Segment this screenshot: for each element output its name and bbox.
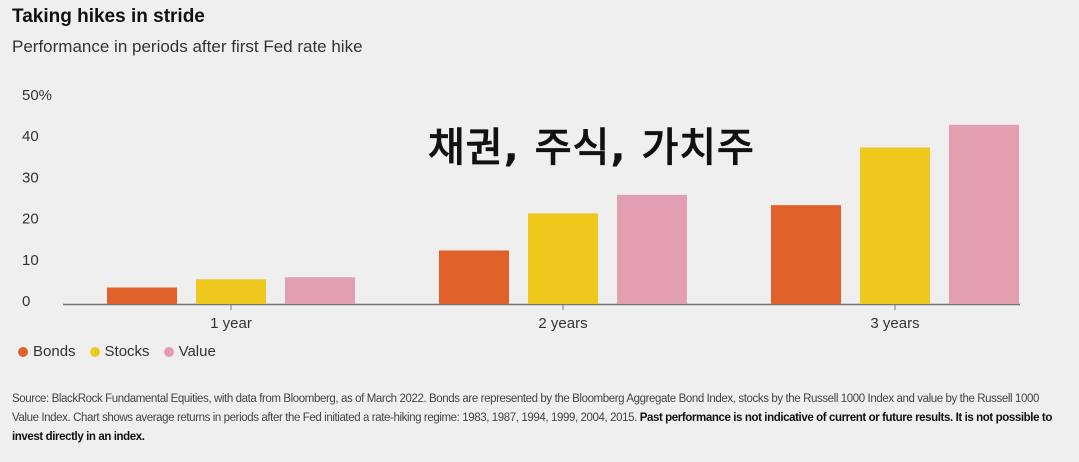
legend-item-bonds: Bonds: [18, 343, 76, 360]
legend-label-value: Value: [178, 343, 216, 360]
source-note: Source: BlackRock Fundamental Equities, …: [12, 390, 1062, 447]
legend-dot-stocks: [89, 346, 100, 357]
legend-dot-bonds: [18, 346, 28, 357]
overlay-caption: 채권, 주식, 가치주: [428, 125, 755, 171]
legend-label-stocks: Stocks: [104, 343, 150, 360]
chart-legend: Bonds Stocks Value: [18, 343, 216, 360]
y-tick-label: 50%: [22, 87, 52, 104]
legend-label-bonds: Bonds: [33, 343, 76, 360]
y-tick-label: 20: [22, 211, 39, 228]
legend-item-value: Value: [163, 343, 216, 360]
bar-stocks-2: [528, 213, 598, 304]
chart-title: Taking hikes in stride: [12, 6, 205, 27]
bar-stocks-1: [196, 279, 266, 304]
chart-subtitle: Performance in periods after first Fed r…: [12, 37, 363, 56]
bar-value-2: [617, 194, 687, 304]
bar-bonds-3: [771, 205, 841, 304]
bar-bonds-1: [107, 287, 177, 304]
source-text: Source: BlackRock Fundamental Equities, …: [12, 393, 1039, 424]
bar-value-1: [285, 277, 355, 304]
x-category-label: 2 years: [538, 315, 587, 332]
legend-item-stocks: Stocks: [89, 343, 150, 360]
y-tick-label: 0: [22, 293, 30, 310]
bar-value-3: [949, 124, 1019, 304]
y-tick-label: 10: [22, 252, 39, 269]
y-tick-label: 30: [22, 169, 39, 186]
x-category-label: 3 years: [870, 315, 919, 332]
y-tick-label: 40: [22, 128, 39, 145]
legend-dot-value: [163, 346, 174, 357]
bar-stocks-3: [860, 147, 930, 304]
disclaimer-text: Past performance is not indicative of cu…: [12, 412, 1052, 443]
bar-bonds-2: [439, 250, 509, 304]
bar-chart: 50% 40 30 20 10 0 1 year 2 years 3 years: [22, 87, 1020, 332]
x-category-label: 1 year: [210, 315, 252, 332]
